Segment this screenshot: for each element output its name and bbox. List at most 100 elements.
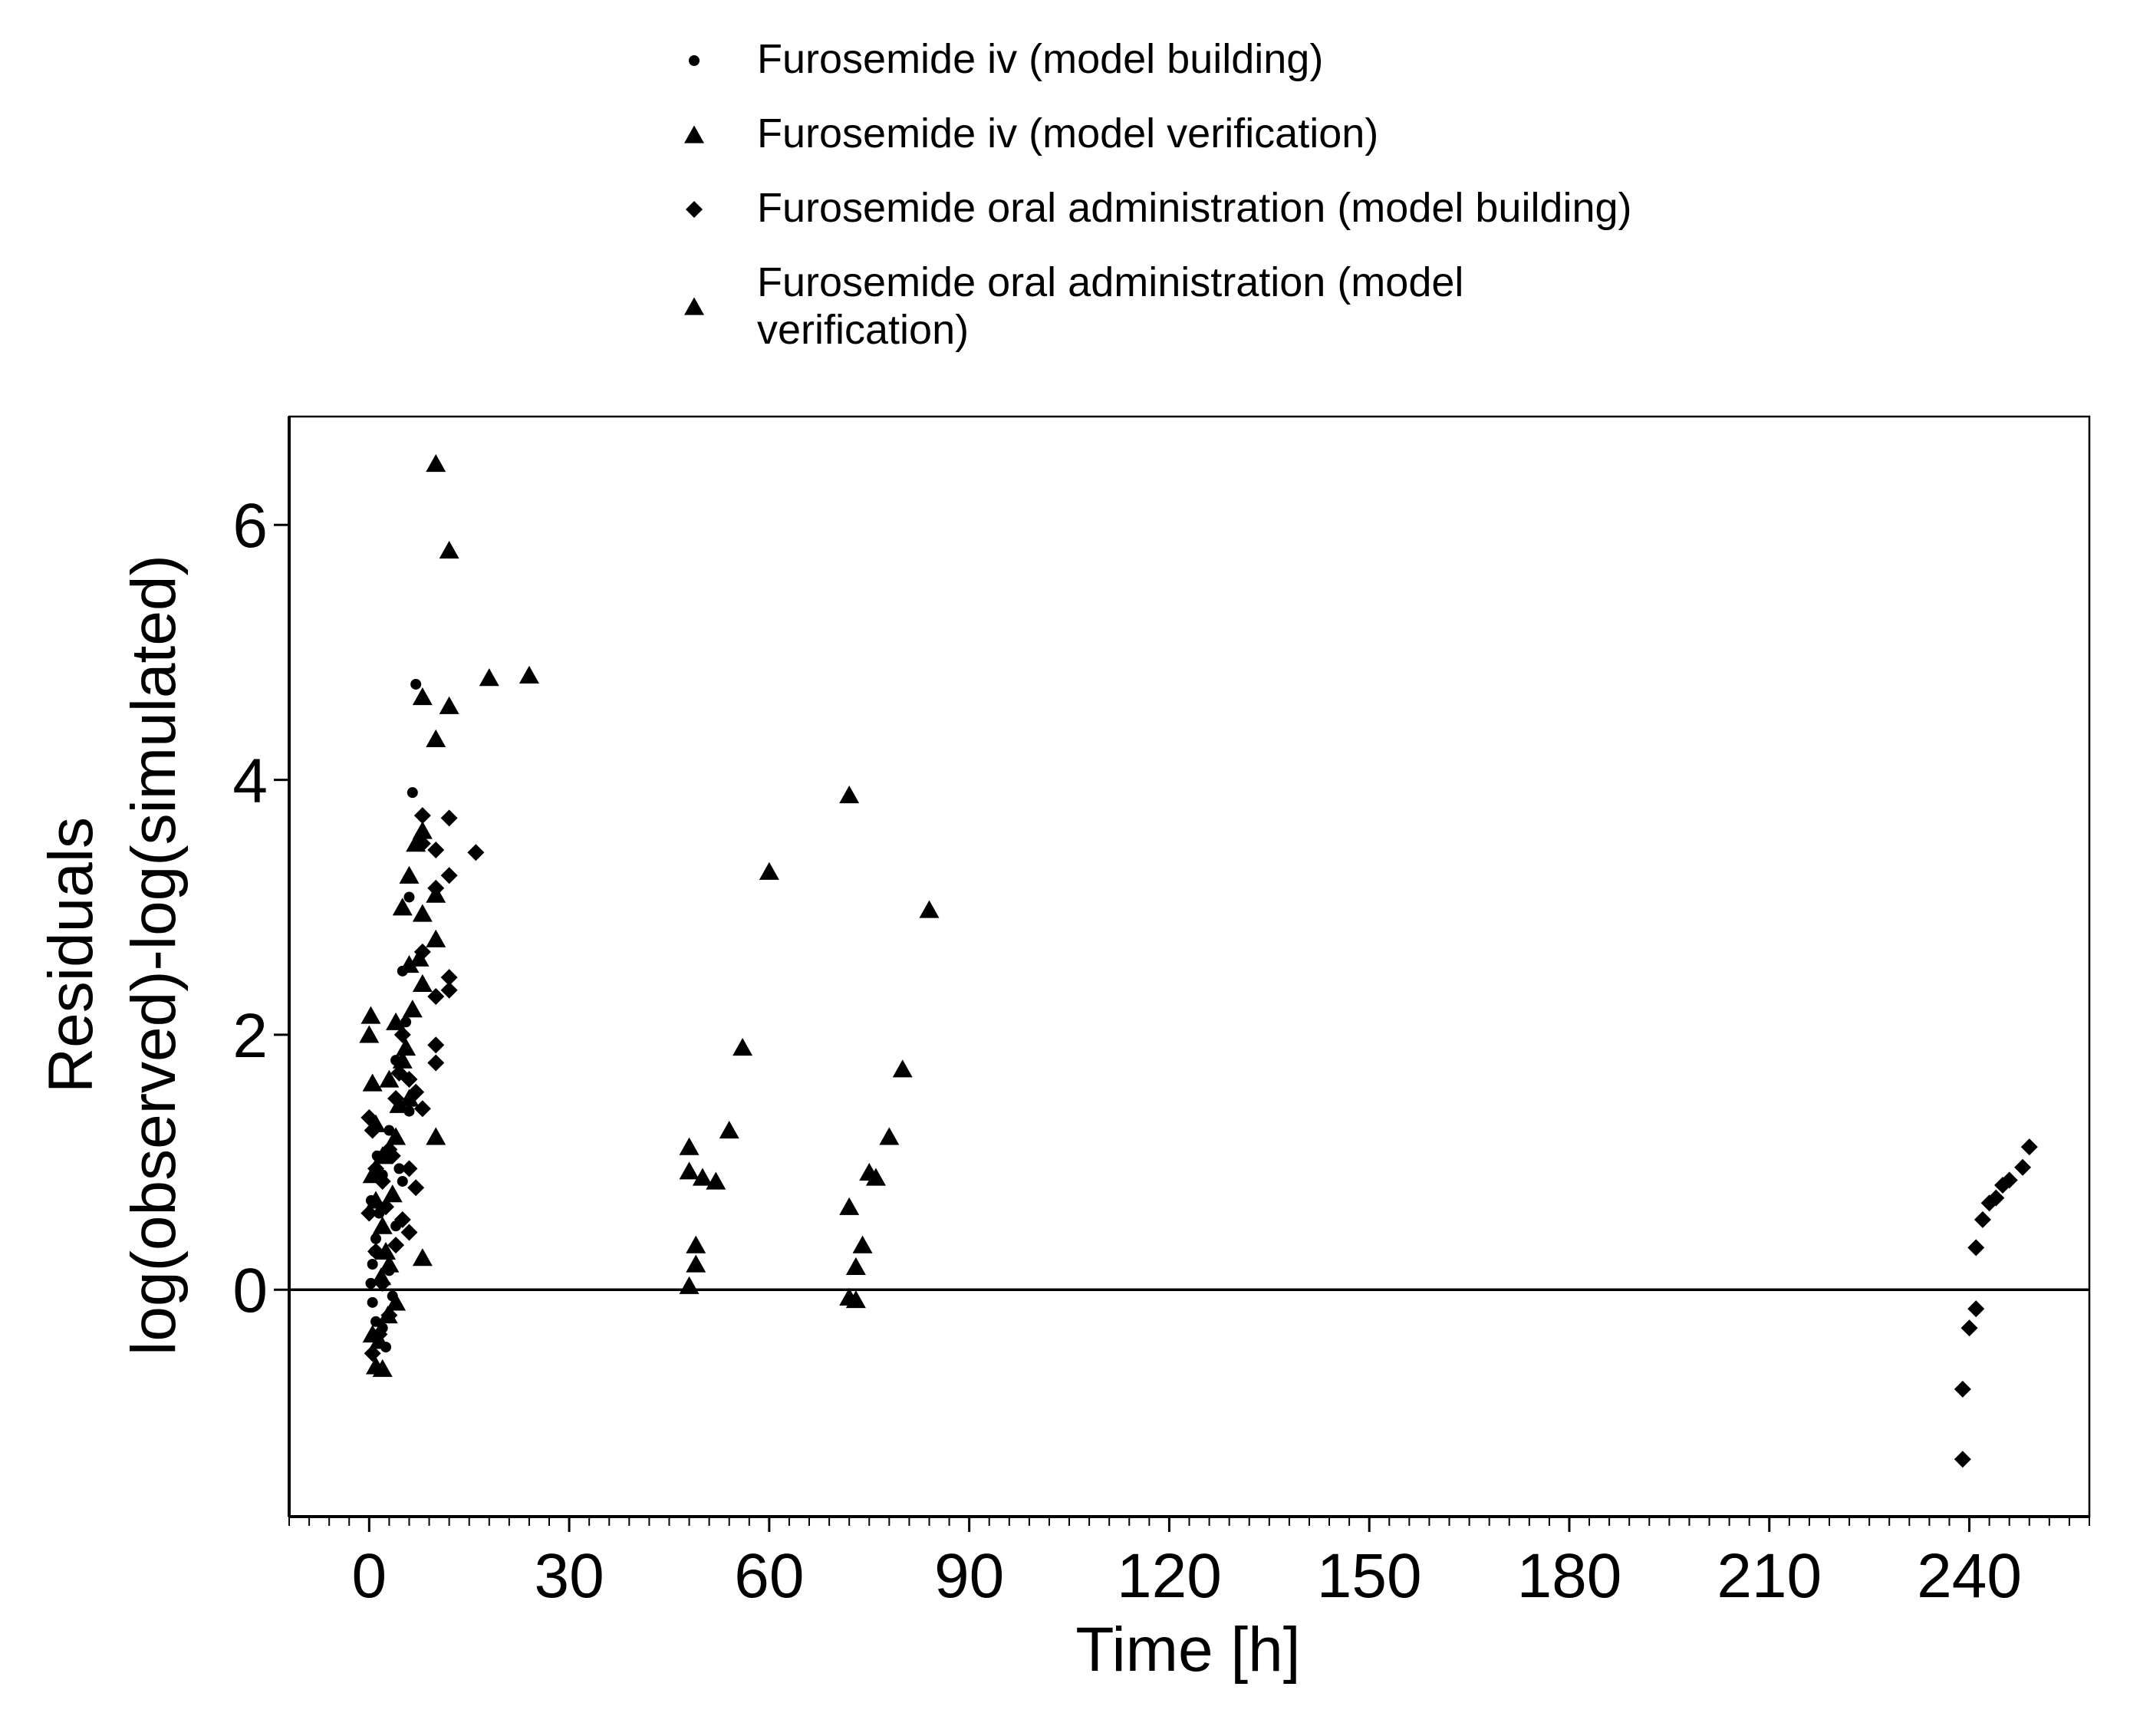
y-tick-label: 0 (232, 1256, 268, 1326)
data-point-triangle (852, 1235, 873, 1253)
data-point-triangle (399, 865, 420, 884)
data-point-diamond (427, 879, 445, 897)
x-tick-label: 60 (734, 1541, 804, 1611)
data-point-diamond (374, 1274, 391, 1292)
data-point-diamond (2000, 1171, 2018, 1189)
legend-label: verification) (757, 307, 969, 353)
data-point-diamond (393, 1026, 411, 1043)
data-point-diamond (374, 1172, 391, 1190)
data-point-diamond (427, 1036, 445, 1054)
y-tick-label: 6 (232, 491, 268, 561)
legend-item-2: Furosemide iv (model verification) (684, 110, 1378, 156)
data-point-diamond (400, 1224, 418, 1241)
data-point-diamond (2020, 1138, 2038, 1156)
data-point-diamond (364, 1122, 381, 1139)
data-point-triangle (859, 1162, 880, 1181)
data-point-triangle (402, 1000, 423, 1018)
data-point-diamond (387, 1089, 405, 1107)
data-point-triangle (372, 1146, 393, 1164)
plot-area (288, 415, 2091, 1518)
data-point-triangle (386, 1127, 407, 1145)
data-point-triangle (845, 1257, 866, 1275)
data-point-triangle (379, 1069, 400, 1088)
data-point-triangle (479, 668, 499, 687)
data-point-diamond (427, 988, 445, 1006)
data-point-triangle (732, 1038, 753, 1056)
data-point-triangle (386, 1012, 407, 1030)
data-point-triangle (409, 948, 430, 967)
data-point-triangle (692, 1168, 713, 1186)
data-point-diamond (380, 1306, 398, 1324)
data-point-diamond (367, 1160, 385, 1178)
data-point-triangle (412, 973, 433, 993)
data-point-triangle (426, 453, 446, 473)
data-point-triangle (919, 900, 940, 918)
data-point-diamond (407, 1179, 425, 1197)
legend-item-1: Furosemide iv (model building) (689, 36, 1323, 82)
data-point-triangle (396, 1038, 416, 1056)
data-point-triangle (382, 1184, 403, 1203)
data-point-diamond (413, 1100, 431, 1118)
data-point-diamond (377, 1198, 395, 1216)
data-point-triangle (426, 729, 446, 748)
data-point-triangle (412, 1248, 433, 1267)
data-point-diamond (393, 1211, 411, 1228)
data-point-triangle (839, 786, 860, 804)
legend-label: Furosemide oral administration (model (757, 259, 1463, 305)
data-point-triangle (519, 665, 539, 684)
data-point-diamond (380, 1141, 398, 1158)
legend-label: Furosemide iv (model verification) (757, 110, 1378, 156)
legend-item-3: Furosemide oral administration (model bu… (686, 185, 1632, 231)
data-point-diamond (427, 1054, 445, 1072)
data-point-triangle (392, 1050, 413, 1069)
data-point-triangle (392, 898, 413, 916)
data-point-triangle (379, 1254, 400, 1273)
data-point-diamond (1974, 1211, 1991, 1228)
y-axis-title-line-2: log(observed)-log(simulated) (119, 555, 189, 1356)
data-point-triangle (359, 1025, 380, 1043)
data-point-diamond (1987, 1189, 2005, 1207)
data-point-triangle (412, 821, 433, 839)
data-point-triangle (399, 955, 420, 973)
data-point-circle (393, 1163, 405, 1174)
data-point-diamond (413, 835, 431, 852)
legend-item-4: Furosemide oral administration (modelver… (684, 259, 1463, 353)
data-point-triangle (372, 1216, 393, 1234)
data-point-diamond (440, 981, 458, 999)
data-point-circle (410, 678, 422, 690)
x-tick-label: 150 (1317, 1541, 1422, 1611)
x-tick-label: 240 (1917, 1541, 2022, 1611)
legend-marker-triangle (684, 125, 704, 143)
data-point-triangle (892, 1059, 913, 1078)
series-2 (359, 453, 539, 1377)
data-point-triangle (386, 1293, 407, 1311)
data-point-circle (367, 1258, 378, 1270)
data-point-triangle (362, 1073, 383, 1092)
data-point-diamond (440, 809, 458, 827)
data-point-diamond (407, 1083, 425, 1101)
series-3 (360, 807, 2038, 1468)
legend-marker-triangle (684, 297, 704, 315)
data-point-diamond (440, 867, 458, 884)
x-axis-title: Time [h] (1075, 1615, 1300, 1685)
data-point-diamond (387, 1237, 405, 1254)
y-axis: 0 2 4 6 (232, 417, 291, 1517)
data-point-triangle (376, 1241, 397, 1260)
data-point-diamond (400, 1160, 418, 1178)
data-point-diamond (367, 1243, 385, 1260)
data-point-triangle (372, 1359, 393, 1377)
x-tick-label: 180 (1517, 1541, 1622, 1611)
data-point-triangle (389, 1095, 410, 1113)
data-point-triangle (686, 1235, 706, 1253)
data-point-circle (403, 891, 415, 903)
legend: Furosemide iv (model building) Furosemide… (684, 36, 1632, 353)
data-point-triangle (439, 696, 459, 714)
legend-marker-diamond (686, 201, 703, 218)
data-point-triangle (845, 1290, 866, 1309)
x-tick-label: 90 (934, 1541, 1004, 1611)
data-point-triangle (439, 540, 459, 559)
data-point-diamond (440, 969, 458, 987)
x-tick-label: 120 (1117, 1541, 1222, 1611)
data-point-triangle (719, 1121, 739, 1139)
